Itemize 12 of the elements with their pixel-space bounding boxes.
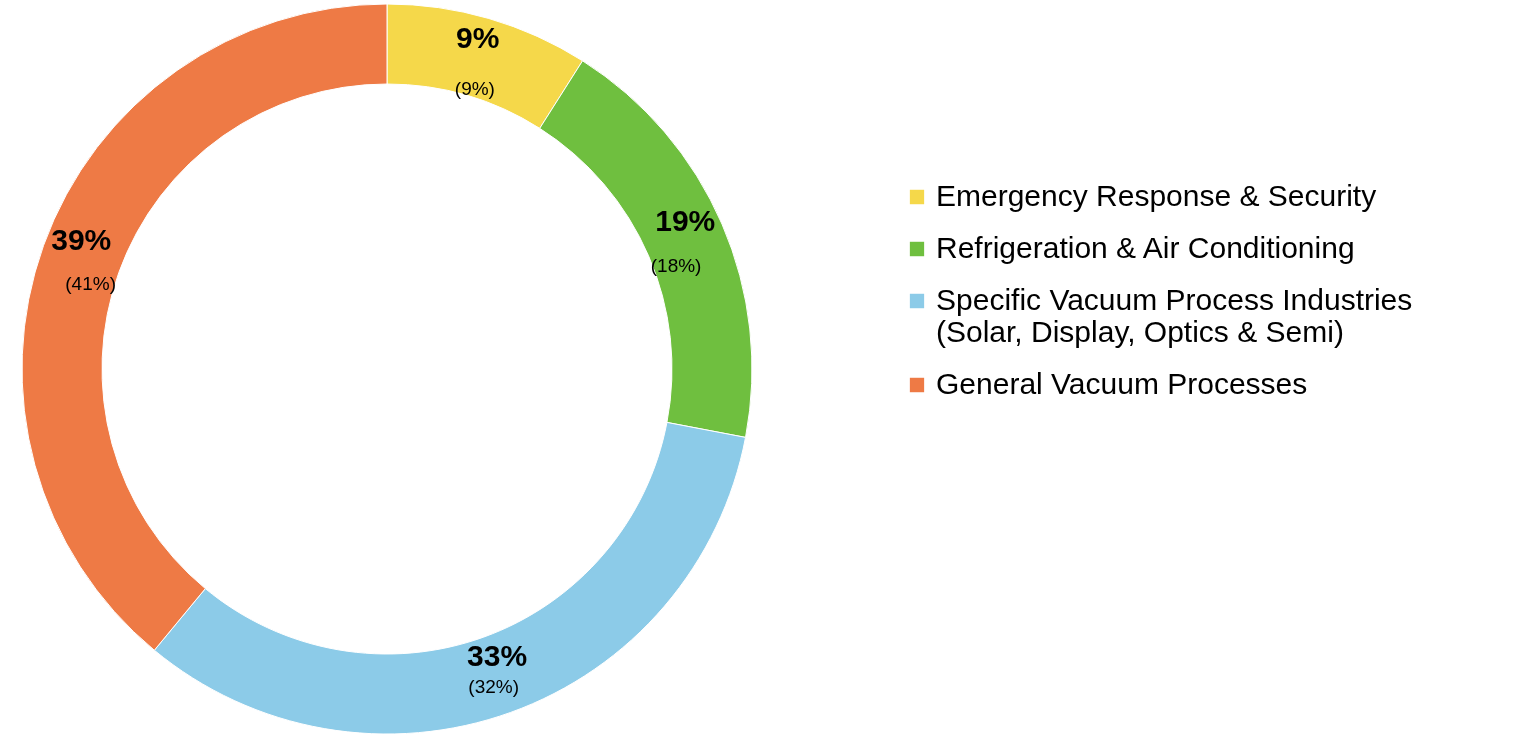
data-label: 9% bbox=[455, 20, 500, 54]
data-label: 33% bbox=[467, 638, 528, 672]
legend-label: Specific Vacuum Process Industries (Solar, Display, Optics & Semi) bbox=[936, 283, 1413, 348]
text: (9%) bbox=[454, 77, 495, 99]
text: (32%) bbox=[468, 676, 520, 698]
legend-label: Emergency Response & Security bbox=[936, 179, 1377, 212]
legend-label: Refrigeration & Air Conditioning bbox=[936, 231, 1355, 264]
data-label: 19% bbox=[655, 203, 716, 237]
text: (18%) bbox=[650, 254, 702, 276]
text: (41%) bbox=[65, 273, 116, 295]
data-label: 39% bbox=[51, 222, 112, 256]
legend-label: General Vacuum Processes bbox=[936, 367, 1308, 400]
